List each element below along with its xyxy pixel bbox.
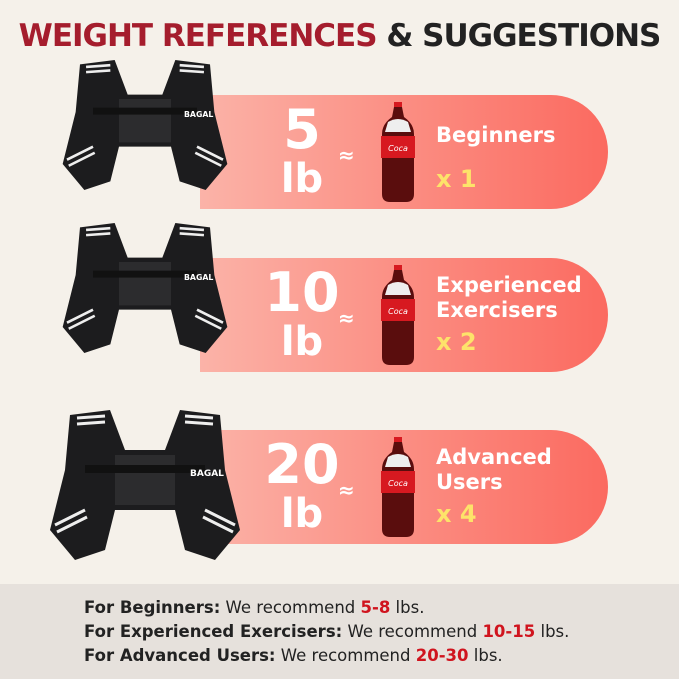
page-title: WEIGHT REFERENCES & SUGGESTIONS: [18, 18, 662, 54]
recommendation-line: For Advanced Users: We recommend 20-30 l…: [84, 646, 503, 665]
vest-brand: BAGAL: [184, 110, 213, 119]
svg-text:Coca: Coca: [388, 307, 408, 316]
approx-symbol: ≈: [338, 143, 355, 167]
recommendation-line: For Experienced Exercisers: We recommend…: [84, 622, 570, 641]
bottle-multiplier: x 2: [436, 328, 477, 356]
user-level-label: Beginners: [436, 123, 556, 147]
svg-text:Coca: Coca: [388, 144, 408, 153]
weight-vest-image: BAGAL: [62, 223, 228, 353]
recommendation-panel: For Beginners: We recommend 5-8 lbs. For…: [0, 584, 679, 679]
user-level-label: Experienced Exercisers: [436, 273, 582, 322]
vest-brand: BAGAL: [190, 469, 224, 479]
svg-text:Coca: Coca: [388, 479, 408, 488]
weight-value: 20 lb: [264, 433, 340, 537]
recommendation-line: For Beginners: We recommend 5-8 lbs.: [84, 598, 425, 617]
approx-symbol: ≈: [338, 306, 355, 330]
user-level-label: Advanced Users: [436, 445, 552, 494]
bottle-multiplier: x 4: [436, 500, 477, 528]
weight-vest-image: BAGAL: [50, 410, 240, 560]
cola-bottle-icon: Coca: [381, 437, 415, 537]
approx-symbol: ≈: [338, 478, 355, 502]
cola-bottle-icon: Coca: [381, 102, 415, 202]
weight-vest-image: BAGAL: [62, 60, 228, 190]
vest-brand: BAGAL: [184, 273, 213, 282]
weight-value: 10 lb: [264, 261, 340, 365]
bottle-multiplier: x 1: [436, 165, 477, 193]
weight-value: 5 lb: [280, 98, 324, 202]
cola-bottle-icon: Coca: [381, 265, 415, 365]
